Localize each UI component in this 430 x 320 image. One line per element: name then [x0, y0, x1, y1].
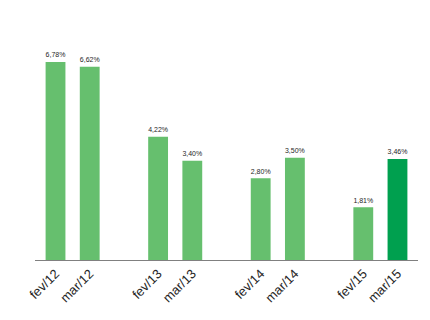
svg-text:6,62%: 6,62% — [80, 56, 100, 63]
svg-text:3,46%: 3,46% — [388, 148, 408, 155]
svg-text:mar/15: mar/15 — [365, 266, 404, 305]
svg-text:mar/13: mar/13 — [160, 266, 199, 305]
svg-text:1,81%: 1,81% — [353, 197, 373, 204]
svg-text:4,22%: 4,22% — [148, 126, 168, 133]
svg-text:mar/14: mar/14 — [262, 266, 301, 305]
svg-text:fev/12: fev/12 — [27, 266, 63, 302]
svg-text:3,50%: 3,50% — [285, 147, 305, 154]
svg-text:fev/14: fev/14 — [232, 266, 268, 302]
svg-text:6,78%: 6,78% — [46, 51, 66, 58]
svg-text:2,80%: 2,80% — [251, 168, 271, 175]
svg-text:3,40%: 3,40% — [182, 150, 202, 157]
svg-text:fev/13: fev/13 — [129, 266, 165, 302]
svg-text:mar/12: mar/12 — [57, 266, 96, 305]
svg-text:fev/15: fev/15 — [334, 266, 370, 302]
